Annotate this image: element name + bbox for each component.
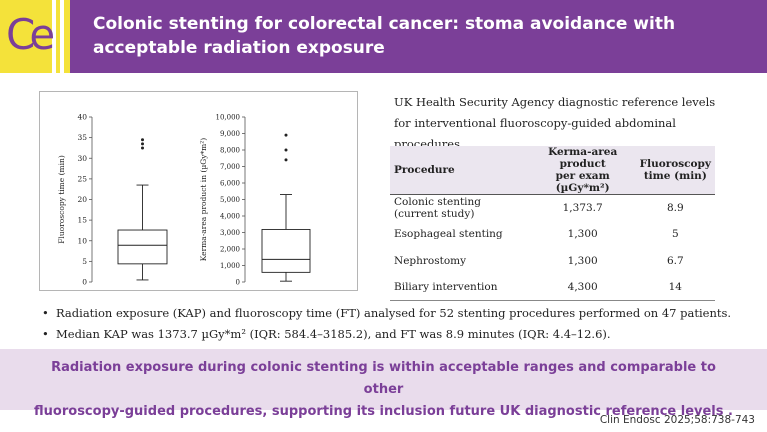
- y-tick-label: 8,000: [220, 147, 240, 155]
- y-tick-label: 1,000: [220, 262, 240, 270]
- header-kap-line2: per exam (µGy*m²): [555, 170, 610, 194]
- reference-levels-table: Procedure Kerma-area product per exam (µ…: [390, 146, 715, 301]
- header-procedure: Procedure: [390, 146, 530, 195]
- header-ft-line1: Fluoroscopy: [639, 158, 711, 170]
- cell-kap: 4,300: [529, 274, 636, 301]
- y-tick-label: 40: [77, 113, 87, 122]
- cell-kap: 1,373.7: [562, 202, 603, 214]
- header-ft-line2: time (min): [643, 170, 707, 182]
- y-tick-label: 9,000: [220, 130, 240, 138]
- cell-procedure: Esophageal stenting: [394, 228, 503, 241]
- cell-ft: 6.7: [666, 254, 684, 267]
- outlier-point: [141, 146, 144, 150]
- iqr-box: [117, 229, 168, 265]
- y-tick-label: 7,000: [220, 163, 240, 171]
- y-tick-label: 5,000: [220, 196, 240, 204]
- header-kap: Kerma-area product per exam (µGy*m²): [529, 146, 636, 195]
- conclusion-text: Radiation exposure during colonic stenti…: [30, 357, 737, 423]
- boxplot-figure: 0 5 10 15 20 25 30 35 40 Fluoroscopy time (min) 0 1…: [39, 91, 358, 291]
- bullet-dot: •: [42, 327, 49, 341]
- key-findings-list: • Radiation exposure (KAP) and fluoroscop…: [40, 303, 760, 345]
- table-row: Biliary intervention 4,300 14: [390, 274, 715, 301]
- cell-kap: 1,300: [567, 228, 598, 241]
- cell-ft: 8.9: [666, 202, 684, 214]
- cell-ft: 14: [635, 274, 715, 301]
- conclusion-line1: Radiation exposure during colonic stenti…: [51, 360, 716, 397]
- logo-stripe: [52, 0, 56, 73]
- page-title: Colonic stenting for colorectal cancer: …: [93, 14, 676, 58]
- list-item: • Radiation exposure (KAP) and fluoroscop…: [40, 303, 760, 324]
- y-tick-label: 4,000: [220, 213, 240, 221]
- conclusion-band: Radiation exposure during colonic stenti…: [0, 349, 767, 419]
- header-kap-line1: Kerma-area product: [548, 146, 618, 170]
- citation: Clin Endosc 2025;58:738-743: [599, 414, 755, 426]
- outlier-point: [284, 133, 288, 137]
- y-axis-title: Fluoroscopy time (min): [57, 155, 66, 244]
- conclusion-line2: fluoroscopy-guided procedures, supportin…: [34, 404, 733, 419]
- table-header-row: Procedure Kerma-area product per exam (µ…: [390, 146, 715, 195]
- journal-logo: Ce: [0, 0, 70, 73]
- y-tick-label: 5: [82, 257, 87, 266]
- y-axis-title: Kerma-area product in (µGy*m²): [199, 138, 208, 262]
- y-tick-label: 0: [82, 278, 87, 287]
- outlier-point: [141, 138, 144, 142]
- y-tick-label: 35: [77, 133, 87, 142]
- table-row: Esophageal stenting 1,300 5: [390, 221, 715, 248]
- y-tick-label: 3,000: [220, 229, 240, 237]
- y-tick-label: 20: [77, 195, 87, 204]
- cell-kap: 1,300: [567, 254, 598, 267]
- table-row: Nephrostomy 1,300 6.7: [390, 248, 715, 275]
- cell-procedure: Colonic stenting (current study): [394, 196, 482, 220]
- y-tick-label: 10: [77, 236, 87, 245]
- outlier-point: [284, 148, 288, 152]
- y-tick-label: 2,000: [220, 246, 240, 254]
- y-tick-label: 10,000: [216, 114, 241, 122]
- iqr-box: [261, 228, 311, 273]
- y-tick-label: 15: [77, 216, 87, 225]
- list-item: • Median KAP was 1373.7 µGy*m² (IQR: 584.…: [40, 324, 760, 345]
- y-tick-label: 30: [77, 154, 87, 163]
- logo-stripe: [60, 0, 64, 73]
- bullet-dot: •: [42, 306, 49, 320]
- header-banner: Ce Colonic stenting for colorectal cance…: [0, 0, 767, 73]
- outlier-point: [284, 158, 288, 162]
- header-ft: Fluoroscopy time (min): [635, 146, 715, 195]
- outlier-point: [141, 142, 144, 146]
- y-tick-label: 6,000: [220, 180, 240, 188]
- cell-procedure: Biliary intervention: [390, 274, 530, 301]
- boxplot-svg: 0 5 10 15 20 25 30 35 40 Fluoroscopy time (min) 0 1…: [57, 113, 311, 287]
- y-tick-label: 0: [236, 279, 240, 287]
- y-tick-label: 25: [77, 174, 87, 183]
- table-row: Colonic stenting (current study) 1,373.7…: [390, 195, 715, 222]
- cell-procedure: Nephrostomy: [394, 254, 467, 267]
- bullet-text: Radiation exposure (KAP) and fluoroscopy…: [56, 306, 732, 320]
- logo-mark: Ce: [6, 10, 55, 59]
- bullet-text: Median KAP was 1373.7 µGy*m² (IQR: 584.4…: [56, 327, 611, 341]
- cell-ft: 5: [671, 228, 679, 241]
